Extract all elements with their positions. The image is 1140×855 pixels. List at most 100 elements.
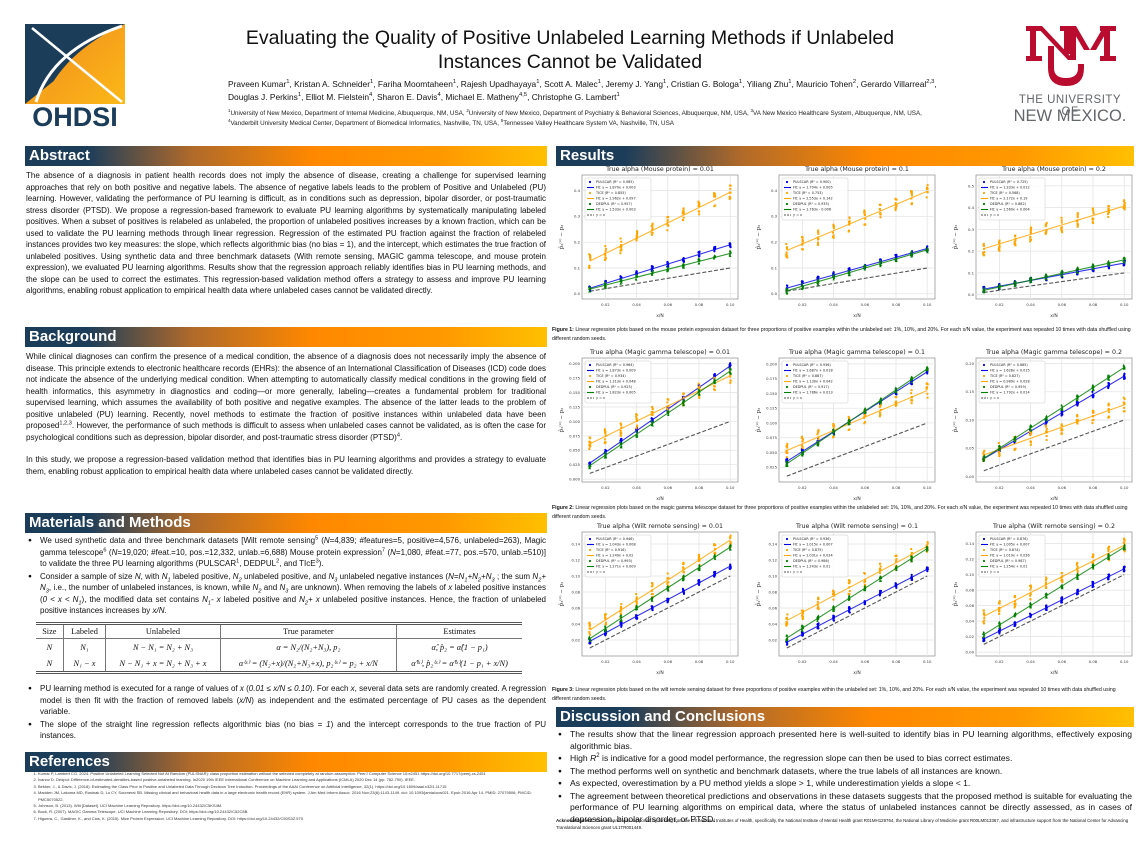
data-point (832, 436, 835, 439)
data-point (894, 404, 897, 407)
legend-box (584, 360, 652, 404)
data-point (1075, 273, 1079, 276)
legend-box (781, 534, 849, 578)
unm-logo: THE UNIVERSITY OF NEW MEXICO. (1010, 20, 1130, 130)
y-axis-label: p̂₂⁽ˣ⁾ − p₂ (952, 582, 959, 607)
y-tick-label: 0.00 (966, 650, 975, 655)
data-point (697, 261, 701, 264)
legend-marker (785, 374, 789, 378)
legend-fit-label: Fit: y = 1.015x + 0.007 (793, 543, 833, 547)
y-axis-label: p̂₂⁽ˣ⁾ − p₂ (755, 225, 762, 250)
data-point (1091, 207, 1094, 210)
legend-fit-label: Fit: y = 1.313x + 0.048 (596, 380, 636, 384)
data-point (620, 614, 623, 617)
regression-plot: True alpha (Wilt remote sensing) = 0.2 0.… (950, 520, 1136, 680)
legend-label: PULSCAR (R² = 0.876) (990, 537, 1028, 541)
data-point (1060, 414, 1063, 417)
x-tick-label: 0.02 (995, 302, 1004, 307)
y-tick-label: 0.1 (968, 270, 975, 275)
data-point (1044, 232, 1047, 235)
data-point (817, 238, 820, 241)
data-point (832, 590, 835, 593)
data-point (998, 444, 1002, 448)
fit-line-dedpul (983, 259, 1125, 291)
data-point (895, 396, 898, 399)
legend-fit-label: Fit: y = 1.043x + 0.008 (596, 543, 636, 547)
data-point (682, 403, 685, 407)
data-point (910, 548, 913, 551)
y-axis-label: p̂₂⁽ˣ⁾ − p₂ (755, 582, 762, 607)
y-tick-label: 0.0 (574, 291, 581, 296)
data-point (729, 540, 732, 543)
data-point (1123, 372, 1126, 375)
legend-fit-label: Fit: y = 1.005x + 0.007 (990, 543, 1030, 547)
legend-marker (982, 180, 986, 184)
y-tick-label: 0.200 (766, 361, 777, 366)
data-point (816, 282, 820, 286)
data-point (832, 433, 836, 436)
data-point (1122, 200, 1125, 203)
data-point (682, 212, 685, 215)
data-point (681, 219, 684, 222)
fit-line-dedpul (589, 252, 731, 290)
data-point (1076, 565, 1079, 568)
legend-marker (785, 548, 789, 552)
data-point (1029, 584, 1032, 587)
y-tick-label: 0.12 (966, 557, 975, 562)
data-point (1061, 274, 1064, 278)
data-point (1091, 422, 1094, 425)
table-cell: N − N₁ + x = N₂ + N₃ + x (105, 655, 221, 673)
data-point (1030, 432, 1033, 435)
data-point (1123, 205, 1126, 208)
data-point (910, 558, 913, 561)
data-point (1060, 427, 1063, 430)
data-point (864, 265, 867, 268)
data-point (982, 635, 985, 638)
data-point (1014, 605, 1017, 608)
fit-line-dedpul (786, 368, 928, 465)
data-point (713, 373, 716, 376)
data-point (786, 642, 789, 645)
data-point (1107, 573, 1111, 576)
y-tick-label: 0.12 (769, 557, 778, 562)
data-point (651, 407, 654, 410)
data-point (910, 382, 913, 385)
x-axis-label: x/N (853, 496, 861, 502)
data-point (1060, 579, 1063, 582)
x-tick-label: 0.08 (1089, 659, 1098, 664)
data-point (588, 290, 591, 293)
legend-identity-label: y = x (990, 213, 999, 217)
data-point (785, 624, 788, 627)
data-point (666, 269, 669, 273)
discussion-bullet: As expected, overestimation by a PU meth… (556, 778, 1132, 790)
data-point (878, 405, 881, 408)
plot-title: True alpha (Wilt remote sensing) = 0.2 (992, 523, 1115, 530)
data-point (588, 448, 591, 451)
data-point (863, 411, 866, 414)
data-point (848, 229, 851, 232)
data-point (878, 260, 882, 263)
data-point (847, 592, 850, 595)
data-point (998, 249, 1001, 252)
series-tice (785, 184, 929, 259)
data-point (1076, 222, 1079, 225)
data-point (1123, 203, 1126, 206)
legend-marker (785, 559, 789, 563)
plot-title: True alpha (Wilt remote sensing) = 0.1 (795, 523, 918, 530)
data-point (729, 246, 732, 249)
poster-title: Evaluating the Quality of Positive Unlab… (200, 26, 940, 74)
data-point (801, 240, 804, 243)
table-header-cell: Estimates (396, 623, 522, 639)
data-point (1060, 572, 1063, 575)
data-point (894, 202, 897, 205)
data-point (801, 243, 804, 246)
data-point (1107, 554, 1110, 557)
data-point (1060, 216, 1063, 219)
data-point (1123, 261, 1126, 264)
data-point (1045, 277, 1048, 281)
fit-line-tice (983, 404, 1125, 456)
data-point (620, 444, 623, 448)
y-tick-label: 0.1 (574, 265, 581, 270)
data-point (635, 236, 638, 239)
data-point (910, 254, 914, 257)
